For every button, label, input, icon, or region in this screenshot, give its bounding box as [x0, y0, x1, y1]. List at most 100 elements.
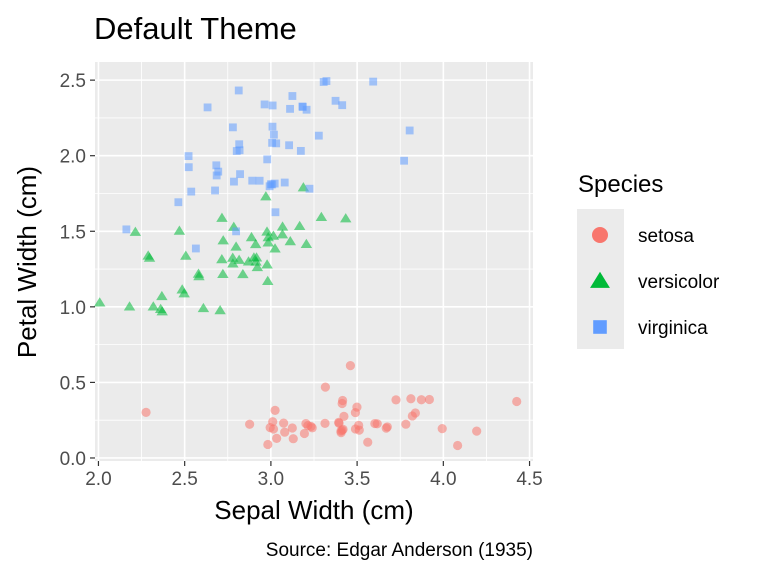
- data-point-setosa: [339, 411, 349, 421]
- data-point-setosa: [391, 395, 401, 405]
- data-point-virginica: [285, 141, 294, 150]
- legend-label-virginica: virginica: [638, 318, 708, 339]
- data-point-versicolor: [214, 305, 226, 315]
- data-point-setosa: [288, 434, 298, 444]
- data-point-versicolor: [230, 241, 242, 251]
- data-point-setosa: [424, 394, 434, 405]
- data-point-virginica: [232, 227, 241, 236]
- y-axis-title: Petal Width (cm): [12, 166, 42, 358]
- data-point-setosa: [453, 440, 463, 451]
- data-point-virginica: [268, 122, 277, 131]
- data-point-virginica: [405, 126, 414, 135]
- data-point-versicolor: [262, 275, 274, 285]
- data-point-setosa: [280, 427, 290, 437]
- data-point-virginica: [212, 161, 221, 170]
- data-point-setosa: [263, 439, 273, 450]
- x-tick-label: 4.0: [430, 469, 456, 490]
- legend-key-versicolor: [590, 271, 610, 288]
- data-point-versicolor: [173, 225, 186, 235]
- data-point-versicolor: [178, 288, 190, 298]
- points-layer: [93, 77, 522, 451]
- data-point-versicolor: [245, 231, 258, 242]
- legend-key-setosa: [592, 227, 608, 243]
- data-point-versicolor: [156, 306, 168, 316]
- data-point-virginica: [191, 244, 200, 253]
- data-point-virginica: [184, 163, 193, 172]
- data-point-versicolor: [216, 212, 228, 222]
- data-point-setosa: [307, 423, 317, 433]
- data-point-setosa: [299, 428, 310, 439]
- x-axis-title: Sepal Width (cm): [214, 495, 413, 525]
- y-tick-label: 0.0: [60, 449, 86, 470]
- data-point-setosa: [407, 411, 417, 421]
- chart-caption: Source: Edgar Anderson (1935): [266, 540, 533, 561]
- data-point-setosa: [265, 423, 275, 433]
- data-point-versicolor: [237, 268, 249, 279]
- data-point-virginica: [212, 171, 221, 180]
- legend-key-virginica: [593, 320, 607, 334]
- axis-ticks: [90, 79, 531, 466]
- data-point-setosa: [334, 417, 344, 427]
- data-point-setosa: [320, 382, 330, 392]
- major-grid: [95, 62, 533, 461]
- x-tick-label: 3.0: [258, 469, 284, 490]
- data-point-setosa: [337, 398, 347, 409]
- data-point-virginica: [174, 198, 183, 207]
- data-point-setosa: [337, 425, 347, 435]
- data-point-virginica: [235, 140, 244, 149]
- data-point-virginica: [400, 156, 408, 165]
- data-point-versicolor: [242, 256, 255, 266]
- data-point-virginica: [122, 225, 131, 234]
- axis-tick-labels: 2.0 2.5 3.0 3.5 4.0 4.5 0.0 0.5 1.0 1.5 2.0 2.5: [60, 71, 543, 490]
- data-point-versicolor: [197, 302, 210, 313]
- data-point-versicolor: [276, 229, 289, 239]
- data-point-versicolor: [260, 191, 272, 201]
- data-point-versicolor: [293, 220, 306, 230]
- data-point-versicolor: [142, 250, 154, 260]
- data-point-versicolor: [284, 236, 296, 246]
- data-point-virginica: [187, 187, 196, 196]
- legend-title: Species: [578, 171, 663, 198]
- data-point-versicolor: [217, 268, 229, 279]
- data-point-versicolor: [249, 238, 262, 249]
- data-point-versicolor: [227, 252, 239, 262]
- data-point-setosa: [352, 402, 362, 412]
- data-point-virginica: [260, 100, 269, 109]
- legend-label-setosa: setosa: [638, 226, 694, 247]
- data-point-virginica: [271, 208, 280, 217]
- data-point-virginica: [338, 101, 347, 110]
- data-point-virginica: [288, 92, 297, 100]
- data-point-versicolor: [267, 230, 280, 240]
- data-point-virginica: [265, 182, 274, 191]
- data-point-versicolor: [123, 301, 136, 311]
- data-point-versicolor: [261, 259, 273, 269]
- data-point-versicolor: [217, 235, 229, 245]
- data-point-setosa: [416, 395, 426, 405]
- data-point-setosa: [245, 419, 255, 429]
- y-tick-label: 1.0: [60, 298, 86, 319]
- data-point-versicolor: [129, 226, 142, 236]
- data-point-virginica: [268, 101, 277, 110]
- data-point-virginica: [234, 86, 243, 95]
- data-point-virginica: [268, 138, 277, 147]
- data-point-setosa: [363, 437, 373, 447]
- data-point-virginica: [248, 176, 257, 185]
- data-point-virginica: [184, 152, 193, 161]
- data-point-virginica: [236, 170, 244, 179]
- data-point-versicolor: [156, 290, 168, 301]
- data-point-versicolor: [340, 213, 352, 223]
- data-point-versicolor: [147, 301, 160, 311]
- data-point-setosa: [512, 396, 522, 407]
- data-point-setosa: [382, 422, 392, 432]
- series-setosa: [141, 361, 522, 451]
- data-point-setosa: [406, 394, 416, 404]
- data-point-virginica: [305, 184, 314, 193]
- data-point-virginica: [232, 147, 241, 155]
- data-point-virginica: [230, 177, 238, 186]
- series-versicolor: [93, 182, 352, 316]
- y-tick-label: 1.5: [60, 222, 86, 243]
- x-tick-label: 2.0: [85, 469, 111, 490]
- data-point-virginica: [302, 105, 311, 114]
- data-point-versicolor: [227, 258, 239, 268]
- data-point-setosa: [401, 419, 411, 429]
